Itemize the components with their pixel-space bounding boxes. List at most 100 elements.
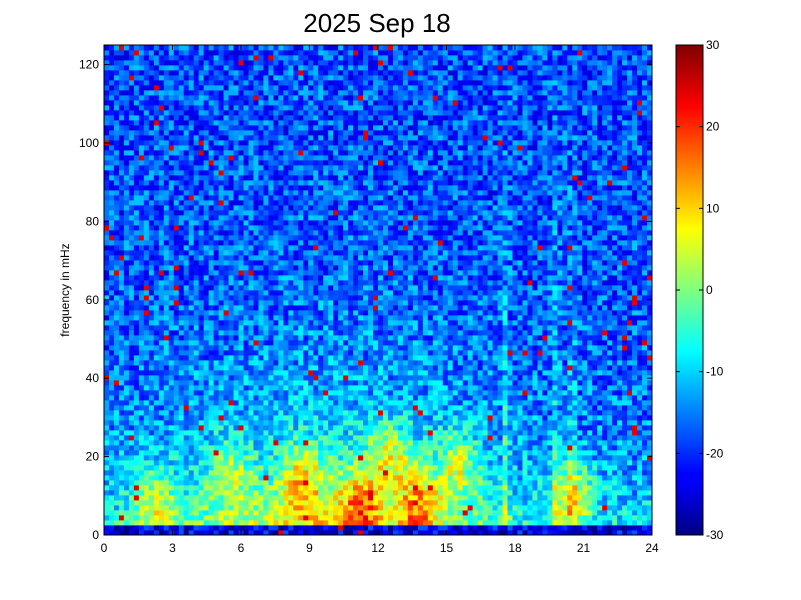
heatmap-cell <box>248 515 254 521</box>
heatmap-cell <box>143 265 150 271</box>
heatmap-cell <box>193 420 200 426</box>
heatmap-cell <box>323 360 329 366</box>
heatmap-cell <box>168 305 175 311</box>
heatmap-cell <box>258 80 264 86</box>
heatmap-cell <box>198 80 205 86</box>
heatmap-cell <box>178 200 185 206</box>
heatmap-cell <box>298 225 304 231</box>
heatmap-cell <box>183 465 190 471</box>
heatmap-cell <box>213 75 219 81</box>
heatmap-cell <box>223 390 229 396</box>
heatmap-cell <box>318 105 324 111</box>
heatmap-cell <box>268 175 274 181</box>
heatmap-cell <box>228 360 234 366</box>
heatmap-cell <box>223 205 229 211</box>
heatmap-cell <box>208 525 214 531</box>
heatmap-cell <box>208 320 214 326</box>
heatmap-cell <box>348 505 354 511</box>
heatmap-cell <box>108 210 115 216</box>
heatmap-cell <box>128 190 135 196</box>
heatmap-cell <box>223 380 229 386</box>
heatmap-cell <box>198 220 205 226</box>
heatmap-cell <box>228 445 234 451</box>
heatmap-cell <box>113 440 120 446</box>
heatmap-cell <box>193 440 200 446</box>
heatmap-cell <box>198 530 205 536</box>
heatmap-cell <box>148 175 155 181</box>
heatmap-cell <box>318 80 324 86</box>
heatmap-cell <box>278 140 284 146</box>
heatmap-cell <box>163 450 170 456</box>
heatmap-cell <box>153 410 160 416</box>
heatmap-cell <box>328 295 334 301</box>
heatmap-cell <box>104 260 110 266</box>
heatmap-cell <box>158 170 165 176</box>
heatmap-cell <box>158 135 165 141</box>
heatmap-cell <box>283 325 289 331</box>
heatmap-cell <box>308 200 314 206</box>
heatmap-cell <box>248 465 254 471</box>
heatmap-cell <box>193 530 200 536</box>
heatmap-cell <box>163 515 170 521</box>
heatmap-cell <box>208 420 214 426</box>
heatmap-cell <box>123 370 130 376</box>
heatmap-cell <box>238 405 244 411</box>
heatmap-cell <box>343 465 349 471</box>
heatmap-cell <box>308 130 314 136</box>
heatmap-cell <box>233 320 239 326</box>
heatmap-cell <box>163 445 170 451</box>
heatmap-cell <box>104 280 110 286</box>
heatmap-cell <box>303 180 309 186</box>
heatmap-cell <box>138 400 145 406</box>
heatmap-cell <box>333 180 339 186</box>
heatmap-cell <box>133 530 140 536</box>
heatmap-cell <box>148 400 155 406</box>
heatmap-cell <box>323 525 329 531</box>
heatmap-cell <box>173 240 180 246</box>
heatmap-cell <box>278 340 284 346</box>
heatmap-cell <box>163 280 170 286</box>
heatmap-cell <box>173 265 180 271</box>
heatmap-cell <box>113 340 120 346</box>
heatmap-cell <box>278 380 284 386</box>
heatmap-cell <box>328 160 334 166</box>
heatmap-cell <box>228 350 234 356</box>
heatmap-cell <box>323 490 329 496</box>
heatmap-cell <box>228 485 234 491</box>
heatmap-cell <box>228 365 234 371</box>
heatmap-cell <box>268 125 274 131</box>
heatmap-cell <box>263 185 269 191</box>
heatmap-cell <box>233 265 239 271</box>
heatmap-cell <box>163 175 170 181</box>
heatmap-cell <box>288 90 294 96</box>
heatmap-cell <box>138 160 145 166</box>
heatmap-cell <box>303 330 309 336</box>
heatmap-cell <box>348 130 354 136</box>
heatmap-cell <box>233 90 239 96</box>
heatmap-cell <box>203 510 210 516</box>
heatmap-cell <box>118 50 125 56</box>
heatmap-cell <box>163 260 170 266</box>
heatmap-cell <box>143 110 150 116</box>
heatmap-cell <box>278 520 284 526</box>
heatmap-cell <box>248 510 254 516</box>
heatmap-cell <box>343 435 349 441</box>
heatmap-cell <box>323 470 329 476</box>
heatmap-cell <box>233 485 239 491</box>
heatmap-cell <box>343 195 349 201</box>
heatmap-cell <box>288 155 294 161</box>
heatmap-cell <box>213 210 219 216</box>
heatmap-cell <box>108 385 115 391</box>
heatmap-cell <box>203 300 210 306</box>
heatmap-cell <box>248 270 254 276</box>
heatmap-cell <box>288 495 294 501</box>
heatmap-cell <box>293 300 299 306</box>
heatmap-cell <box>263 60 269 66</box>
heatmap-cell <box>263 315 269 321</box>
heatmap-cell <box>138 505 145 511</box>
heatmap-cell <box>148 60 155 66</box>
heatmap-cell <box>343 445 349 451</box>
heatmap-cell <box>233 105 239 111</box>
heatmap-cell <box>333 365 339 371</box>
heatmap-cell <box>233 95 239 101</box>
